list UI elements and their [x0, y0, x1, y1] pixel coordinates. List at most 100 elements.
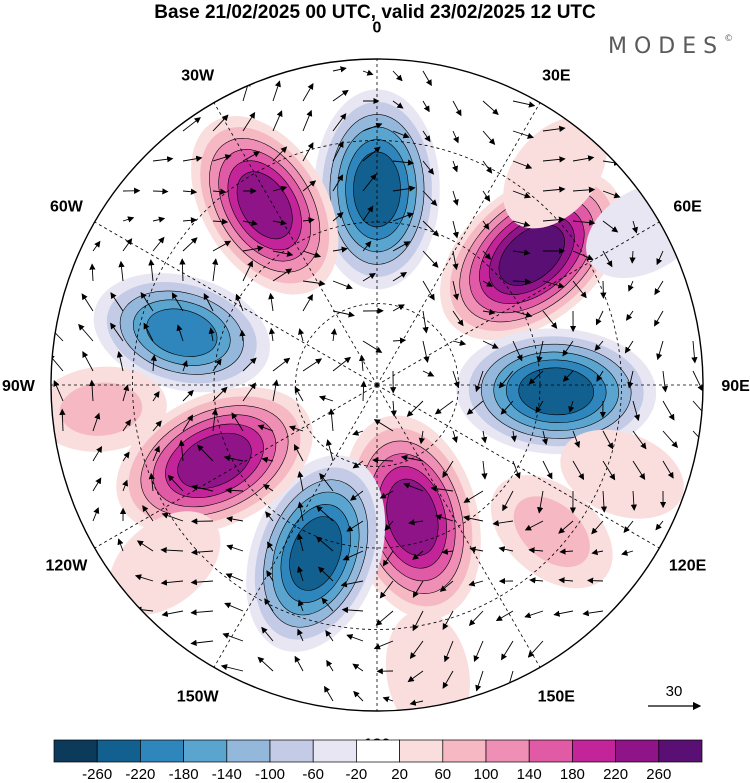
wind-vector	[572, 219, 596, 226]
wind-vector	[330, 328, 338, 342]
wind-vector	[392, 272, 408, 282]
wind-vector	[118, 260, 125, 282]
wind-vector	[203, 292, 214, 312]
wind-vector	[452, 190, 459, 206]
wind-vector	[294, 386, 304, 402]
map-boundary	[50, 58, 704, 712]
wind-vector	[510, 430, 517, 443]
wind-vector	[572, 155, 595, 162]
wind-vector	[662, 430, 678, 448]
wind-vector	[628, 280, 634, 292]
wind-vector	[272, 185, 288, 192]
wind-vector	[92, 412, 101, 432]
wind-vector	[362, 69, 374, 76]
colorbar-tick-label: 140	[517, 766, 542, 783]
wind-vector	[152, 188, 169, 195]
wind-vector	[179, 258, 186, 282]
wind-vector	[473, 640, 484, 663]
wind-vector	[182, 188, 198, 195]
wind-vector	[272, 80, 281, 102]
wind-vector	[654, 280, 664, 296]
wind-vector	[654, 310, 664, 327]
colorbar: -260 -220 -180 -140 -100 -60 -20 20 60 100 140 180 2…	[53, 739, 703, 783]
wind-vector	[341, 606, 364, 614]
wind-vector	[382, 550, 394, 567]
wind-vector	[558, 520, 574, 534]
meridian	[376, 384, 541, 668]
wind-vector	[298, 328, 305, 342]
wind-vector	[92, 446, 103, 462]
wind-vector	[495, 610, 514, 622]
wind-vector	[212, 154, 232, 162]
anomaly-center	[560, 429, 684, 519]
wind-vector	[332, 140, 344, 162]
wind-vector	[332, 280, 353, 290]
wind-vector	[122, 384, 130, 402]
anomaly-center	[456, 328, 657, 455]
wind-vector	[542, 125, 566, 132]
anomaly-center	[246, 455, 386, 652]
anomaly-center	[191, 116, 339, 295]
wind-vector	[362, 122, 383, 132]
wind-vector	[594, 340, 604, 351]
wind-vector	[662, 460, 674, 479]
wind-vector	[390, 400, 397, 417]
wind-vector	[661, 370, 668, 393]
wind-vector	[182, 117, 201, 132]
wind-vector	[535, 400, 544, 414]
colorbar-swatch	[140, 739, 184, 763]
pole-marker: +	[374, 381, 380, 392]
longitude-label: 60E	[673, 199, 702, 216]
wind-vector	[392, 337, 407, 344]
wind-vector	[572, 250, 594, 261]
longitude-label: 90E	[721, 378, 750, 395]
wind-vector	[148, 259, 155, 282]
modes-logo: MODES©	[608, 34, 733, 59]
wind-vector	[572, 430, 581, 448]
wind-vector	[242, 219, 258, 227]
colorbar-tick-label: 20	[391, 766, 408, 783]
wind-vector	[625, 310, 634, 321]
wind-vector	[481, 430, 488, 444]
anomaly-center	[51, 366, 167, 452]
wind-vector	[239, 329, 246, 342]
colorbar-swatch	[269, 739, 314, 763]
graticule: +	[51, 59, 703, 711]
wind-vector	[442, 460, 454, 478]
colorbar-tick-label: -140	[212, 766, 242, 783]
wind-vector	[452, 280, 460, 301]
wind-vector	[434, 400, 454, 415]
wind-vector	[384, 520, 394, 531]
longitude-label: 150W	[177, 689, 220, 706]
wind-vector	[78, 323, 94, 342]
wind-vector	[161, 610, 184, 617]
anomaly-contour	[498, 224, 565, 286]
wind-vector	[542, 216, 566, 223]
wind-vector	[346, 520, 364, 532]
wind-vector	[297, 566, 304, 582]
anomaly-contour	[108, 511, 221, 615]
wind-vector	[332, 356, 352, 372]
wind-vector	[529, 577, 544, 584]
wind-vector	[212, 358, 222, 372]
wind-vector	[190, 639, 214, 647]
brand-name: MODES	[608, 34, 725, 59]
wind-vector	[443, 640, 454, 663]
wind-vector	[452, 160, 458, 173]
wind-vector	[527, 640, 544, 658]
anomaly-contour	[503, 116, 607, 229]
longitude-label: 60W	[50, 199, 84, 216]
wind-vector	[441, 548, 454, 555]
wind-vector	[160, 546, 184, 554]
meridian	[376, 221, 660, 386]
wind-vector	[182, 414, 194, 432]
wind-vector	[332, 113, 347, 132]
wind-vector	[267, 541, 274, 552]
wind-vector	[182, 389, 194, 402]
wind-vector	[59, 408, 66, 432]
wind-vector	[226, 515, 244, 523]
wind-vector	[272, 110, 283, 132]
wind-vector	[92, 240, 101, 252]
wind-vector	[451, 430, 458, 444]
wind-vector	[257, 656, 274, 672]
